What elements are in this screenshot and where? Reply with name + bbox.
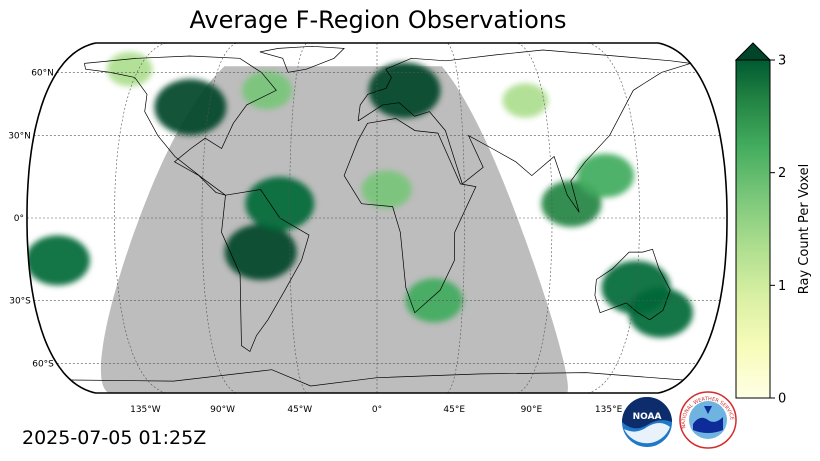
- lon-label: 90°E: [521, 405, 543, 415]
- coastline-south-america: [221, 189, 310, 353]
- coastline-greenland: [259, 45, 345, 73]
- coastline-layer: [70, 45, 691, 387]
- lat-label: 0°: [14, 214, 24, 224]
- map-border: [26, 42, 728, 394]
- colorbar-extend-arrow: [734, 42, 772, 61]
- world-map: 60°N 30°N 0° 30°S 60°S 135°W 90°W 45°W 0° 45°E 90…: [8, 42, 728, 415]
- timestamp: 2025-07-05 01:25Z: [22, 427, 207, 449]
- lon-label: 90°W: [210, 405, 235, 415]
- heat-region-13: [361, 170, 412, 209]
- coastline-antarctica: [70, 369, 684, 387]
- meridian-line: [289, 43, 307, 393]
- heat-region-10: [576, 153, 635, 198]
- colorbar-tick-label: 0: [778, 392, 786, 407]
- heat-region-2: [245, 176, 315, 231]
- graticule: [27, 43, 727, 393]
- meridian-line: [517, 43, 553, 393]
- heat-region-5: [628, 287, 693, 338]
- lon-label: 45°W: [287, 405, 312, 415]
- nws-logo: NATIONAL WEATHER SERVICE: [679, 391, 737, 449]
- heat-region-1: [224, 224, 297, 281]
- heat-region-7: [106, 51, 153, 87]
- lat-label: 30°S: [9, 296, 31, 306]
- colorbar-tick-label: 2: [778, 166, 786, 181]
- noaa-logo: NOAA: [622, 397, 672, 447]
- meridian-line: [201, 43, 237, 393]
- lon-label: 135°W: [130, 405, 161, 415]
- lat-label: 60°S: [32, 360, 54, 370]
- lat-label: 30°N: [8, 132, 31, 142]
- noaa-logo-text: NOAA: [633, 412, 662, 422]
- heat-region-0: [154, 79, 227, 136]
- map-title: Average F-Region Observations: [189, 6, 567, 34]
- coastline-north-america: [84, 55, 277, 196]
- heat-region-6: [27, 235, 90, 286]
- coastline-africa: [343, 118, 477, 314]
- colorbar-ticks: 0 1 2 3: [770, 54, 786, 407]
- lon-label: 135°E: [595, 405, 623, 415]
- colorbar-ramp: [735, 59, 771, 399]
- meridian-line: [447, 43, 465, 393]
- colorbar: 0 1 2 3 Ray Count Per Voxel: [734, 42, 812, 407]
- lon-label: 0°: [372, 405, 382, 415]
- colorbar-tick-label: 1: [778, 279, 786, 294]
- heat-region-11: [502, 83, 549, 118]
- heat-region-8: [242, 71, 293, 110]
- longitude-labels: 135°W 90°W 45°W 0° 45°E 90°E 135°E: [130, 405, 622, 415]
- lat-label: 60°N: [31, 68, 54, 78]
- coastline-eurasia: [357, 49, 691, 213]
- latitude-labels: 60°N 30°N 0° 30°S 60°S: [8, 68, 54, 369]
- lon-label: 45°E: [443, 405, 465, 415]
- colorbar-tick-label: 3: [778, 54, 786, 69]
- colorbar-label: Ray Count Per Voxel: [797, 164, 812, 294]
